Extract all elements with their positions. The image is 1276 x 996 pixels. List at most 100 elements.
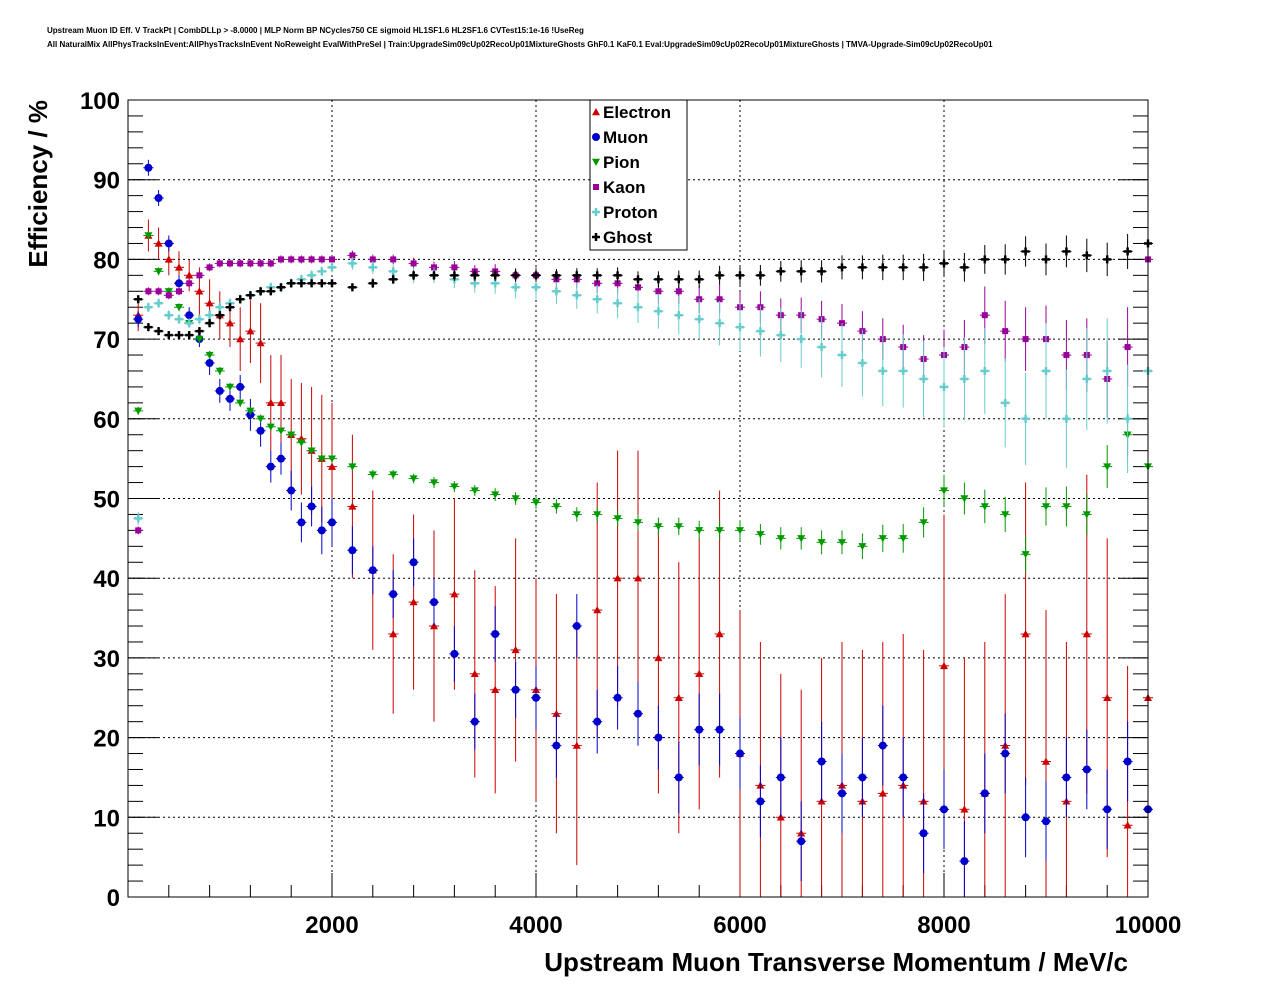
data-point (511, 283, 520, 292)
legend-label: Electron (603, 103, 671, 122)
data-point (175, 263, 183, 271)
data-point (154, 299, 163, 308)
data-point (1021, 247, 1030, 256)
data-point (215, 311, 224, 320)
data-point (246, 327, 255, 335)
data-point (654, 523, 663, 531)
data-point (511, 495, 520, 503)
data-point (410, 260, 417, 267)
data-point (1082, 374, 1091, 383)
data-point (134, 295, 143, 304)
data-point (450, 649, 459, 658)
data-point (817, 757, 826, 766)
legend-marker (592, 133, 600, 141)
data-point (532, 499, 540, 507)
data-point (227, 260, 233, 267)
data-point (532, 271, 540, 280)
legend-marker (592, 108, 600, 116)
data-point (277, 454, 285, 463)
data-point (349, 252, 356, 259)
data-point (797, 535, 806, 543)
data-point (368, 279, 377, 288)
y-tick-label: 30 (93, 646, 120, 673)
data-point (940, 259, 948, 268)
data-point (960, 374, 969, 383)
data-point (430, 271, 438, 280)
data-point (470, 717, 479, 726)
data-point (450, 483, 459, 491)
data-point (226, 319, 234, 327)
data-point (878, 366, 887, 375)
data-point (144, 303, 153, 312)
data-point (185, 271, 194, 279)
data-point (287, 279, 296, 288)
data-point (430, 598, 438, 607)
x-tick-label: 4000 (509, 912, 562, 939)
data-point (695, 315, 704, 324)
data-point (389, 267, 398, 276)
x-tick-label: 6000 (713, 912, 766, 939)
data-point (409, 475, 418, 483)
y-tick-label: 50 (93, 487, 120, 514)
data-point (277, 283, 285, 292)
data-point (389, 471, 398, 479)
data-point (552, 709, 561, 717)
data-point (858, 773, 867, 782)
data-point (695, 669, 704, 678)
data-point (175, 331, 183, 340)
data-point (654, 733, 663, 742)
data-point (247, 260, 254, 267)
data-point (532, 283, 540, 292)
data-point (236, 382, 245, 391)
data-point (940, 382, 948, 391)
data-point (1001, 511, 1010, 519)
y-tick-label: 70 (93, 327, 120, 354)
tick-labels: 2000 4000 6000 8000 10000 0 10 20 30 40 50 60 70 80 90… (80, 88, 1181, 939)
data-point (674, 773, 683, 782)
data-point (634, 303, 642, 312)
data-point (196, 272, 203, 279)
data-point (776, 535, 785, 543)
data-point (328, 279, 336, 288)
data-point (919, 519, 928, 527)
data-point (491, 491, 500, 499)
data-point (756, 531, 765, 539)
data-point (409, 598, 418, 606)
data-point (134, 315, 143, 324)
data-point (470, 271, 479, 280)
data-point (552, 271, 561, 280)
data-point (451, 264, 458, 271)
data-point (674, 311, 683, 320)
data-point (236, 295, 245, 304)
data-point (226, 394, 234, 403)
data-point (715, 527, 724, 535)
data-point (348, 463, 357, 471)
data-point (297, 518, 306, 527)
data-point (919, 374, 928, 383)
data-point (593, 511, 602, 519)
data-point (1042, 255, 1050, 264)
data-point (797, 335, 806, 344)
data-point (1062, 247, 1071, 256)
data-point (348, 259, 357, 268)
data-point (154, 194, 163, 203)
data-point (776, 331, 785, 340)
data-point (899, 535, 908, 543)
legend: Electron Muon Pion Kaon Proton Ghost (589, 99, 688, 251)
data-point (236, 399, 245, 407)
data-point (257, 260, 264, 267)
data-point (185, 331, 194, 340)
data-point (185, 319, 194, 328)
data-point (307, 447, 316, 455)
data-point (858, 263, 867, 272)
data-point (195, 327, 204, 336)
y-tick-label: 10 (93, 805, 120, 832)
data-point (858, 543, 867, 551)
data-point (491, 685, 500, 693)
series-muon (133, 159, 1153, 897)
data-point (256, 339, 265, 347)
data-point (1103, 463, 1112, 471)
data-point (756, 327, 765, 336)
data-point (817, 539, 826, 547)
data-point (980, 503, 989, 511)
